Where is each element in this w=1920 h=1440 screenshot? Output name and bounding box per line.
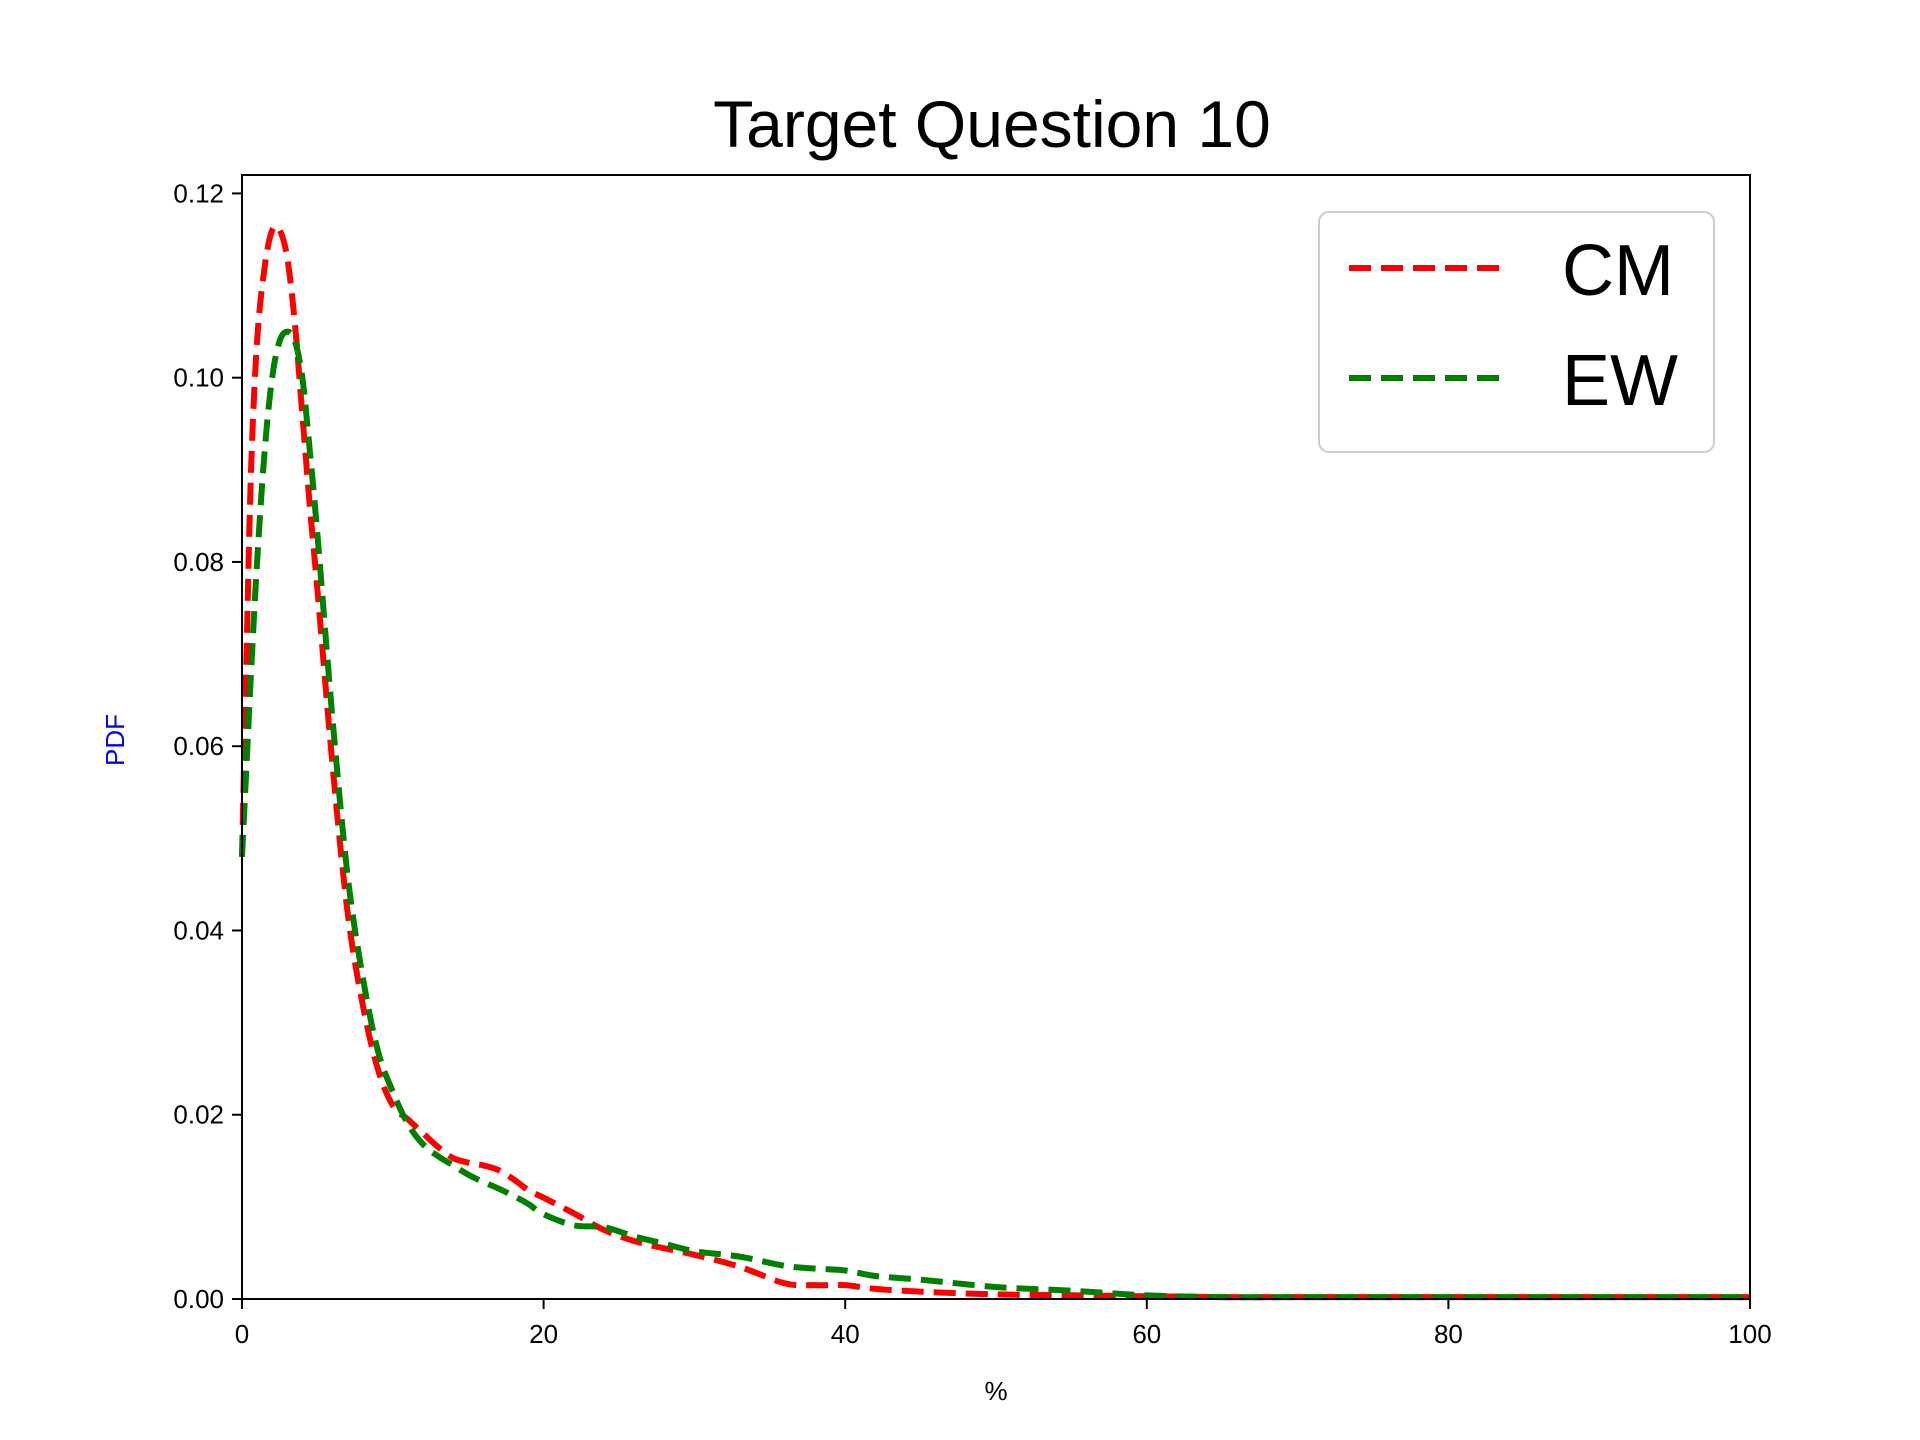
series-line-cm (239, 223, 1750, 1301)
x-tick-label: 100 (1728, 1319, 1771, 1349)
x-tick-label: 60 (1132, 1319, 1161, 1349)
y-tick-label: 0.02 (173, 1100, 224, 1130)
x-tick-label: 40 (831, 1319, 860, 1349)
y-tick-label: 0.04 (173, 915, 224, 945)
x-tick-label: 0 (235, 1319, 249, 1349)
legend-label-cm: CM (1562, 231, 1674, 311)
y-tick-label: 0.08 (173, 547, 224, 577)
chart-title: Target Question 10 (713, 87, 1271, 161)
legend: CM EW (1318, 211, 1715, 453)
series-line-ew (239, 328, 1750, 1301)
x-tick-label: 20 (529, 1319, 558, 1349)
plot-lines (239, 223, 1750, 1301)
y-tick-label: 0.00 (173, 1284, 224, 1314)
x-tick-label: 80 (1434, 1319, 1463, 1349)
y-axis-label: PDF (100, 714, 130, 766)
y-axis-ticks: 0.00 0.02 0.04 0.06 0.08 0.10 0.12 (173, 178, 242, 1314)
x-axis-label: % (984, 1376, 1007, 1406)
plot-frame (241, 174, 1751, 1300)
y-tick-label: 0.10 (173, 363, 224, 393)
legend-label-ew: EW (1562, 341, 1678, 421)
x-axis-ticks: 0 20 40 60 80 100 (235, 1299, 1772, 1349)
y-tick-label: 0.06 (173, 731, 224, 761)
legend-box (1318, 211, 1715, 453)
y-tick-label: 0.12 (173, 178, 224, 208)
